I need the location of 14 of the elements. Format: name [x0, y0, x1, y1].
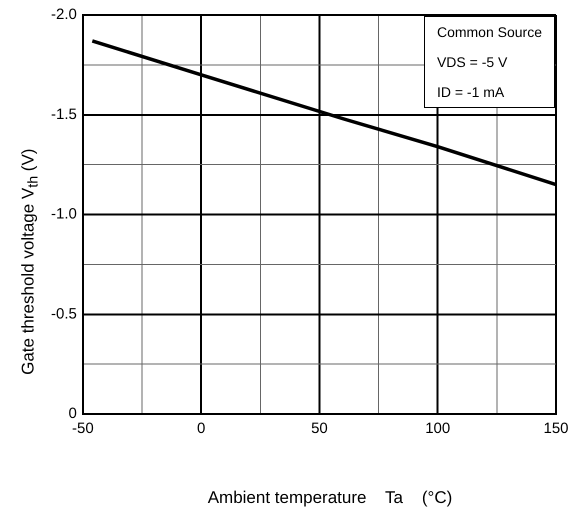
y-tick-label: -0.5: [50, 305, 77, 322]
annotation: Common Source: [436, 23, 542, 42]
x-tick-label: 150: [543, 420, 569, 438]
annotation: VDS = -5 V: [436, 53, 508, 72]
x-tick-label: 100: [425, 420, 450, 438]
y-tick-label: 0: [68, 405, 77, 422]
x-axis-title: Ambient temperature Ta (°C): [206, 488, 454, 508]
y-tick-label: -1.0: [50, 206, 77, 223]
y-tick-label: -2.0: [50, 6, 77, 24]
x-tick-label: 0: [196, 420, 206, 438]
x-tick-label: -50: [72, 420, 94, 438]
x-tick-label: 50: [311, 420, 328, 438]
y-tick-label: -1.5: [50, 106, 77, 123]
annotation: ID = -1 mA: [436, 83, 506, 102]
